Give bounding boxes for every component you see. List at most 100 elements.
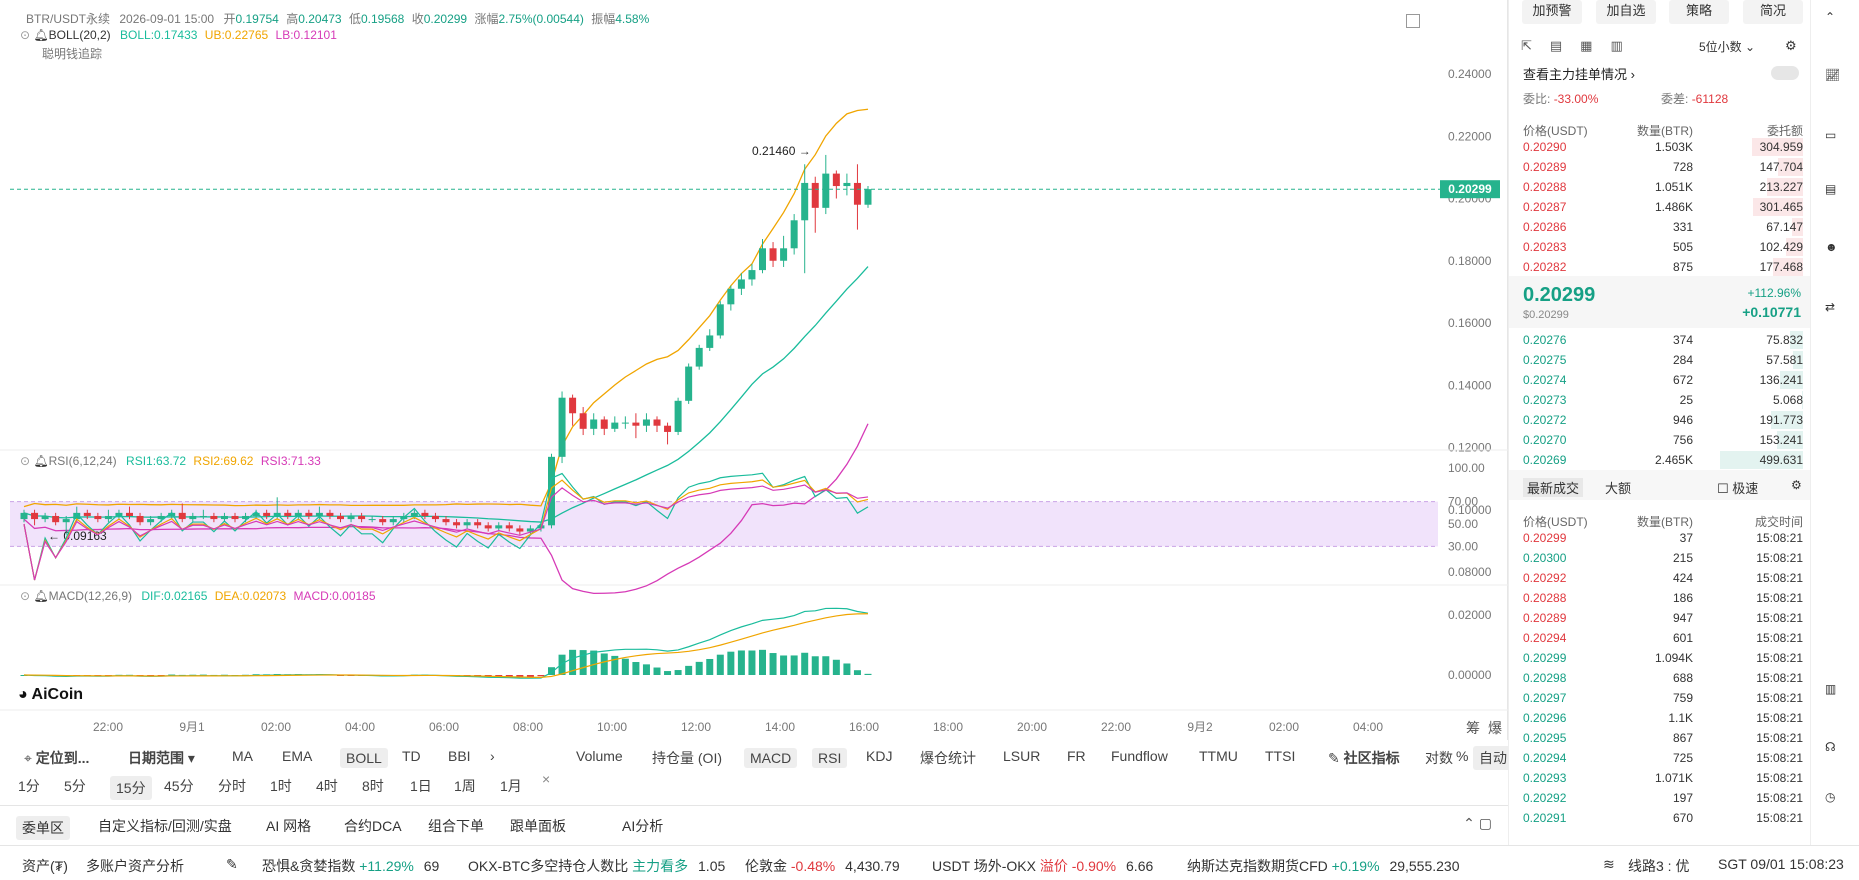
document-icon[interactable]: ▭: [1825, 128, 1837, 142]
trade-row[interactable]: 0.20296 1.1K 15:08:21: [1523, 708, 1803, 728]
bottom-tab-1[interactable]: 自定义指标/回测/实盘: [98, 818, 232, 834]
trade-row[interactable]: 0.20300 215 15:08:21: [1523, 548, 1803, 568]
robot-icon[interactable]: ☻: [1825, 240, 1838, 254]
ask-row[interactable]: 0.20287 1.486K 301.465: [1523, 197, 1803, 217]
trade-row[interactable]: 0.20292 197 15:08:21: [1523, 788, 1803, 808]
sub-indicator-0[interactable]: Volume: [576, 748, 623, 764]
sub-indicator-5[interactable]: 爆仓统计: [920, 750, 976, 766]
interval-7[interactable]: 8时: [362, 778, 384, 794]
fast-mode-checkbox[interactable]: ☐ 极速: [1717, 481, 1759, 496]
bid-row[interactable]: 0.20275 284 57.581: [1523, 350, 1803, 370]
assets-label[interactable]: 资产(₮): [22, 858, 68, 874]
trade-row[interactable]: 0.20289 947 15:08:21: [1523, 608, 1803, 628]
smart-money[interactable]: 聪明钱追踪: [42, 47, 103, 61]
route-selector[interactable]: 线路3 : 优: [1628, 858, 1690, 874]
locate-button[interactable]: ⌖ 定位到...: [24, 750, 90, 766]
trade-row[interactable]: 0.20294 725 15:08:21: [1523, 748, 1803, 768]
bid-row[interactable]: 0.20272 946 191.773: [1523, 410, 1803, 430]
indicator-bbi[interactable]: BBI: [448, 748, 471, 764]
strategy-button[interactable]: 策略: [1669, 0, 1729, 24]
chip-dist-toggle[interactable]: 筹: [1466, 720, 1480, 736]
decimals-select[interactable]: 5位小数 ⌄: [1699, 40, 1756, 54]
trade-row[interactable]: 0.20299 37 15:08:21: [1523, 528, 1803, 548]
add-watchlist-button[interactable]: 加自选: [1596, 0, 1656, 24]
indicator-ma[interactable]: MA: [232, 748, 253, 764]
candlestick-chart[interactable]: 0.240000.220000.200000.180000.160000.140…: [0, 0, 1508, 740]
ask-row[interactable]: 0.20289 728 147.704: [1523, 157, 1803, 177]
main-orders-toggle[interactable]: [1771, 66, 1799, 80]
sub-indicator-6[interactable]: LSUR: [1003, 748, 1041, 764]
add-alert-button[interactable]: 加预警: [1522, 0, 1582, 24]
chart-area[interactable]: 0.24000 0.22000 0.20000 0.18000 0.16000 0.140…: [0, 0, 1508, 740]
interval-8[interactable]: 1日: [410, 778, 432, 794]
expand-icon[interactable]: ⌃ ▢: [1463, 815, 1492, 831]
macd-legend[interactable]: ⊙ 🔔︎MACD(12,26,9) DIF:0.02165 DEA:0.0207…: [20, 589, 376, 603]
trade-row[interactable]: 0.20294 601 15:08:21: [1523, 628, 1803, 648]
chevron-right-icon[interactable]: ›: [490, 748, 495, 764]
sub-indicator-4[interactable]: KDJ: [866, 748, 893, 764]
bottom-tab-4[interactable]: 组合下单: [428, 818, 484, 834]
liquidation-toggle[interactable]: 爆: [1488, 720, 1502, 736]
bid-row[interactable]: 0.20270 756 153.241: [1523, 430, 1803, 450]
timer-icon[interactable]: ◷: [1825, 790, 1836, 804]
orderbook-view-icons[interactable]: ⇱▤▦▥: [1521, 38, 1641, 53]
etf-icon[interactable]: ▤: [1825, 182, 1837, 196]
ask-row[interactable]: 0.20282 875 177.468: [1523, 257, 1803, 277]
interval-9[interactable]: 1周: [454, 778, 476, 794]
trade-row[interactable]: 0.20299 1.094K 15:08:21: [1523, 648, 1803, 668]
indicator-ema[interactable]: EMA: [282, 748, 313, 764]
boll-legend[interactable]: ⊙ 🔔︎BOLL(20,2) BOLL:0.17433 UB:0.22765 L…: [20, 28, 337, 42]
nasdaq-futures[interactable]: 纳斯达克指数期货CFD +0.19% 29,555.230: [1187, 858, 1460, 874]
percent-toggle[interactable]: %: [1456, 748, 1469, 764]
london-gold[interactable]: 伦敦金 -0.48% 4,430.79: [745, 858, 900, 874]
tab-large-trades[interactable]: 大额: [1605, 481, 1632, 496]
settings-gear-icon[interactable]: ⚙: [1785, 38, 1797, 53]
edit-icon[interactable]: ✎: [226, 856, 238, 872]
bid-row[interactable]: 0.20273 25 5.068: [1523, 390, 1803, 410]
trade-row[interactable]: 0.20297 759 15:08:21: [1523, 688, 1803, 708]
interval-10[interactable]: 1月: [500, 778, 522, 794]
interval-2[interactable]: 15分: [110, 776, 152, 800]
interval-4[interactable]: 分时: [218, 778, 246, 794]
log-scale-toggle[interactable]: 对数: [1425, 750, 1453, 766]
chart-trend-icon[interactable]: 📈︎: [1825, 68, 1841, 82]
close-icon[interactable]: ×: [542, 771, 551, 787]
bid-row[interactable]: 0.20269 2.465K 499.631: [1523, 450, 1803, 470]
overview-button[interactable]: 简况: [1743, 0, 1803, 24]
tab-latest-trades[interactable]: 最新成交: [1523, 478, 1584, 497]
auto-scale-toggle[interactable]: 自动: [1473, 746, 1513, 770]
layout-icon[interactable]: ▥: [1825, 682, 1837, 696]
ask-row[interactable]: 0.20288 1.051K 213.227: [1523, 177, 1803, 197]
sub-indicator-3[interactable]: RSI: [812, 748, 848, 768]
bottom-tab-2[interactable]: AI 网格: [266, 818, 312, 834]
trade-row[interactable]: 0.20288 186 15:08:21: [1523, 588, 1803, 608]
headset-icon[interactable]: ☊: [1825, 740, 1836, 754]
sub-indicator-10[interactable]: TTSI: [1265, 748, 1296, 764]
trade-row[interactable]: 0.20295 867 15:08:21: [1523, 728, 1803, 748]
chevron-up-icon[interactable]: ⌃: [1825, 10, 1836, 24]
interval-6[interactable]: 4时: [316, 778, 338, 794]
interval-1[interactable]: 5分: [64, 778, 86, 794]
bottom-tab-3[interactable]: 合约DCA: [344, 818, 402, 834]
ask-row[interactable]: 0.20290 1.503K 304.959: [1523, 137, 1803, 157]
trade-row[interactable]: 0.20292 424 15:08:21: [1523, 568, 1803, 588]
fear-greed[interactable]: 恐惧&贪婪指数 +11.29% 69: [262, 858, 440, 874]
exchange-icon[interactable]: ⇄: [1825, 300, 1836, 314]
usdt-otc[interactable]: USDT 场外-OKX 溢价 -0.90% 6.66: [932, 858, 1154, 874]
main-orders-link[interactable]: 查看主力挂单情况 ›: [1523, 67, 1635, 82]
trades-settings-icon[interactable]: ⚙: [1791, 478, 1802, 492]
bottom-tab-6[interactable]: AI分析: [622, 818, 664, 834]
ask-row[interactable]: 0.20286 331 67.147: [1523, 217, 1803, 237]
rsi-legend[interactable]: ⊙ 🔔︎RSI(6,12,24) RSI1:63.72 RSI2:69.62 R…: [20, 454, 321, 468]
interval-3[interactable]: 45分: [164, 778, 194, 794]
bottom-tab-0[interactable]: 委单区: [16, 816, 70, 840]
date-range-button[interactable]: 日期范围 ▾: [128, 750, 195, 766]
sub-indicator-8[interactable]: Fundflow: [1111, 748, 1168, 764]
indicator-boll[interactable]: BOLL: [340, 748, 388, 768]
trade-row[interactable]: 0.20298 688 15:08:21: [1523, 668, 1803, 688]
fullscreen-icon[interactable]: [1406, 14, 1420, 28]
sub-indicator-1[interactable]: 持仓量 (OI): [652, 750, 722, 766]
trade-row[interactable]: 0.20293 1.071K 15:08:21: [1523, 768, 1803, 788]
indicator-td[interactable]: TD: [402, 748, 421, 764]
interval-0[interactable]: 1分: [18, 778, 40, 794]
